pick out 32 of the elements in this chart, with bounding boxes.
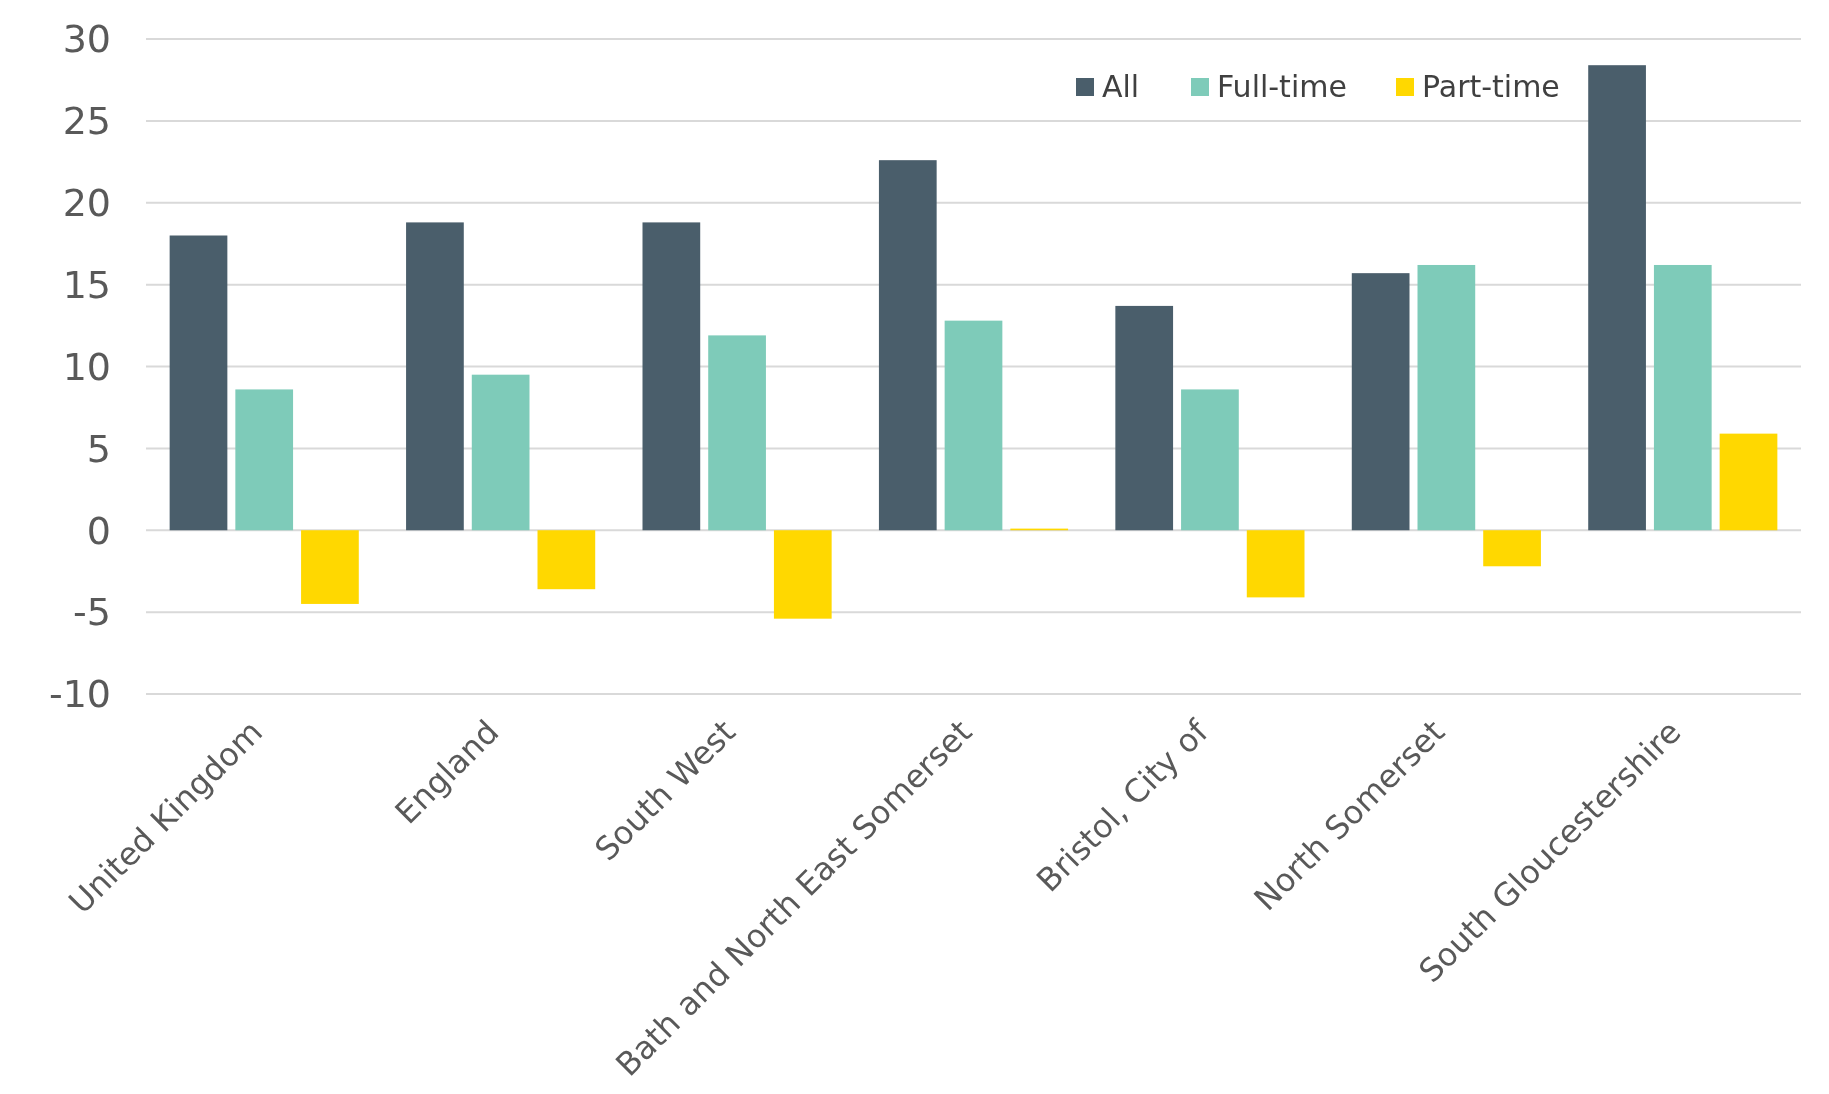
legend-label: Part-time (1422, 69, 1560, 104)
bar (944, 320, 1003, 531)
bar (1483, 530, 1541, 567)
y-tick-label: 0 (86, 508, 111, 553)
bar (537, 530, 596, 590)
y-tick-label: 15 (62, 262, 111, 307)
legend-label: All (1102, 69, 1140, 104)
y-tick-label: 10 (62, 344, 111, 389)
legend-label: Full-time (1217, 69, 1347, 104)
y-tick-label: 25 (62, 99, 111, 144)
bar (471, 374, 530, 531)
y-tick-label: 20 (62, 181, 111, 226)
y-tick-label: 30 (62, 17, 111, 62)
bar (169, 235, 228, 531)
bar (406, 222, 464, 531)
bar (1115, 305, 1174, 531)
y-tick-label: -5 (73, 590, 111, 635)
bar (1351, 273, 1410, 531)
bar (642, 222, 701, 531)
bar (1719, 433, 1778, 531)
bar (1417, 264, 1476, 531)
bar (235, 389, 294, 531)
bar (1246, 530, 1305, 598)
y-tick-label: -10 (48, 672, 111, 717)
bar (878, 160, 937, 531)
bar (301, 530, 359, 604)
bar (773, 530, 832, 619)
bar (1653, 264, 1712, 531)
bar (708, 335, 766, 531)
bar (1588, 65, 1646, 531)
bar (1181, 389, 1239, 531)
y-tick-label: 5 (86, 426, 111, 471)
